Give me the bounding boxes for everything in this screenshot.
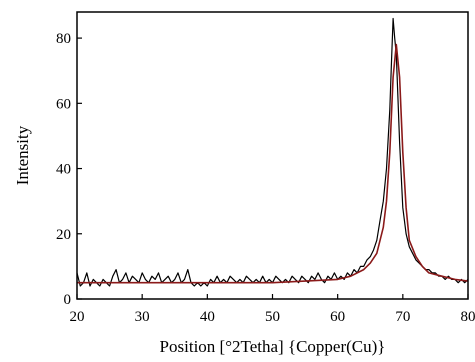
x-tick-label: 20 <box>70 309 85 325</box>
x-tick-label: 30 <box>135 309 150 325</box>
y-axis-ticks: 0 20 40 60 80 <box>56 31 82 308</box>
fit-series-line <box>77 43 469 284</box>
x-axis-label: Position [°2Tetha] {Copper(Cu)} <box>160 337 386 356</box>
x-tick-label: 60 <box>330 309 345 325</box>
plot-frame <box>76 11 469 300</box>
plot-area <box>76 17 469 287</box>
y-tick-label: 60 <box>56 96 71 112</box>
y-tick-label: 0 <box>64 292 72 308</box>
x-tick-label: 50 <box>265 309 280 325</box>
x-tick-label: 40 <box>200 309 215 325</box>
y-axis-label: Intensity <box>13 125 32 185</box>
x-axis-ticks: 20 30 40 50 60 70 80 <box>70 294 475 325</box>
x-tick-label: 70 <box>395 309 410 325</box>
y-tick-label: 40 <box>56 162 71 178</box>
measured-series-line <box>76 17 469 287</box>
x-tick-label: 80 <box>461 309 475 325</box>
y-tick-label: 20 <box>56 227 71 243</box>
y-tick-label: 80 <box>56 31 71 47</box>
